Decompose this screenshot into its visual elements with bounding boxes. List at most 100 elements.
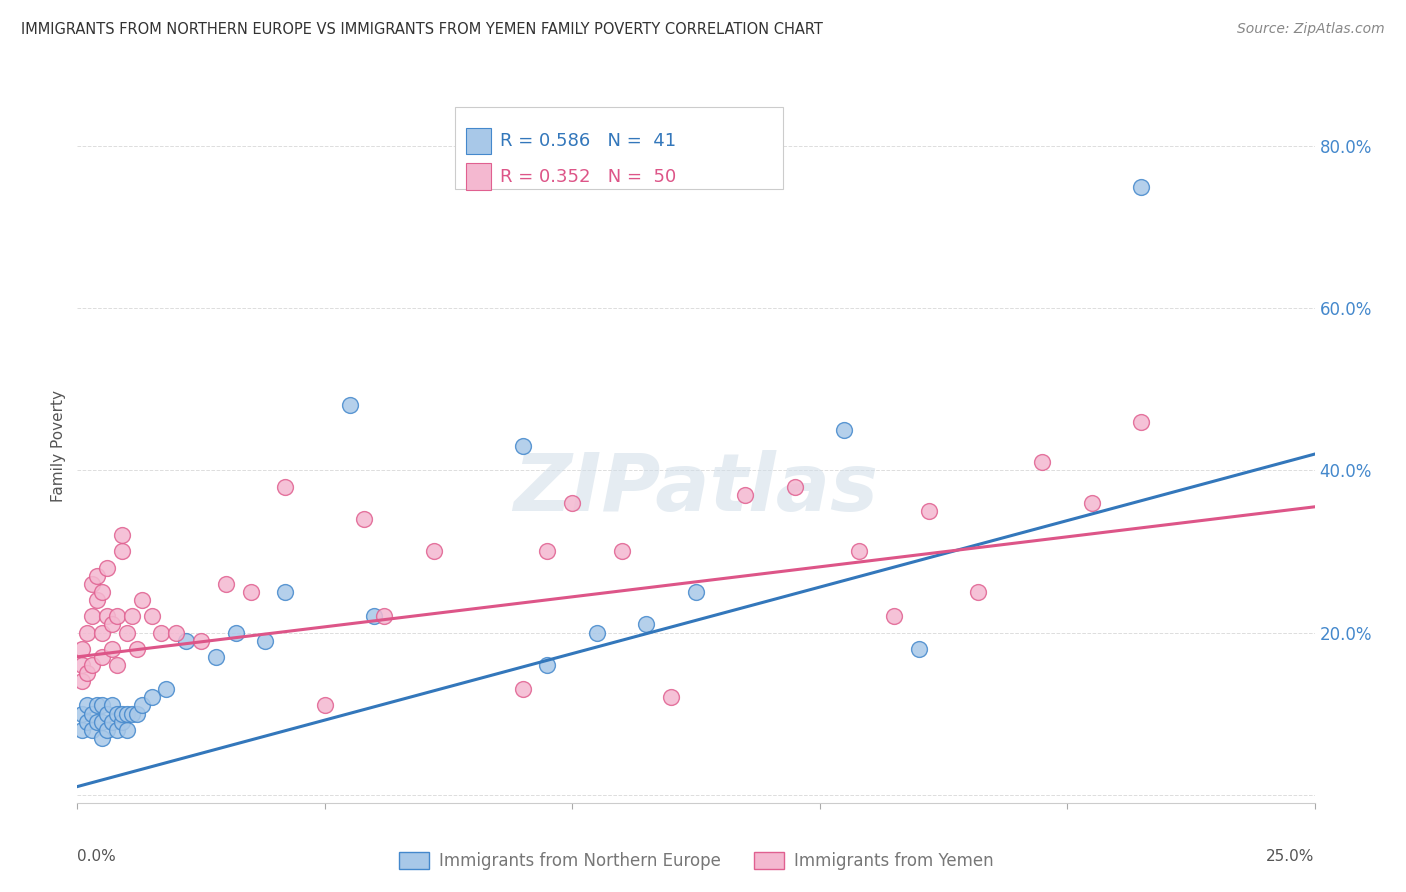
Point bbox=[101, 641, 124, 656]
Point bbox=[734, 488, 756, 502]
Point bbox=[76, 666, 98, 681]
Point bbox=[225, 625, 247, 640]
Point bbox=[82, 657, 104, 672]
Point bbox=[141, 690, 163, 705]
Point bbox=[353, 512, 375, 526]
Point bbox=[82, 609, 104, 624]
Text: R = 0.586   N =  41: R = 0.586 N = 41 bbox=[499, 132, 676, 150]
Point bbox=[610, 544, 633, 558]
Point bbox=[86, 698, 108, 713]
Point bbox=[121, 706, 143, 721]
Point bbox=[1130, 415, 1153, 429]
Text: ZIPatlas: ZIPatlas bbox=[513, 450, 879, 528]
Point bbox=[76, 625, 98, 640]
Point bbox=[82, 577, 104, 591]
Point bbox=[1031, 455, 1053, 469]
Point bbox=[91, 649, 114, 664]
Point bbox=[512, 682, 534, 697]
Point bbox=[96, 560, 118, 574]
Point bbox=[121, 609, 143, 624]
Point bbox=[883, 609, 905, 624]
Point bbox=[155, 682, 177, 697]
Point bbox=[125, 706, 148, 721]
Point bbox=[339, 399, 361, 413]
Point bbox=[125, 641, 148, 656]
Text: IMMIGRANTS FROM NORTHERN EUROPE VS IMMIGRANTS FROM YEMEN FAMILY POVERTY CORRELAT: IMMIGRANTS FROM NORTHERN EUROPE VS IMMIG… bbox=[21, 22, 823, 37]
Legend: Immigrants from Northern Europe, Immigrants from Yemen: Immigrants from Northern Europe, Immigra… bbox=[392, 845, 1000, 877]
Point bbox=[91, 698, 114, 713]
Point bbox=[96, 723, 118, 737]
Point bbox=[105, 609, 128, 624]
Point bbox=[274, 585, 297, 599]
Point bbox=[215, 577, 238, 591]
Point bbox=[82, 706, 104, 721]
Point bbox=[111, 544, 134, 558]
Point bbox=[363, 609, 385, 624]
Point bbox=[685, 585, 707, 599]
Point bbox=[72, 706, 94, 721]
Point bbox=[91, 714, 114, 729]
Point bbox=[86, 593, 108, 607]
Point bbox=[165, 625, 187, 640]
Point bbox=[834, 423, 856, 437]
Point bbox=[659, 690, 682, 705]
Point bbox=[373, 609, 395, 624]
Point bbox=[76, 714, 98, 729]
Point bbox=[141, 609, 163, 624]
Point bbox=[967, 585, 990, 599]
Point bbox=[512, 439, 534, 453]
Point bbox=[115, 706, 138, 721]
Point bbox=[105, 657, 128, 672]
Point bbox=[783, 479, 806, 493]
Point bbox=[1130, 179, 1153, 194]
Point bbox=[101, 714, 124, 729]
Point bbox=[561, 496, 583, 510]
Point bbox=[101, 698, 124, 713]
Point bbox=[422, 544, 444, 558]
Point bbox=[72, 641, 94, 656]
Point bbox=[636, 617, 658, 632]
Point bbox=[131, 593, 153, 607]
Point bbox=[190, 633, 212, 648]
Point bbox=[239, 585, 262, 599]
Point bbox=[111, 528, 134, 542]
Point bbox=[131, 698, 153, 713]
Point bbox=[536, 544, 558, 558]
Point bbox=[76, 698, 98, 713]
Point bbox=[111, 714, 134, 729]
Point bbox=[72, 723, 94, 737]
Text: R = 0.352   N =  50: R = 0.352 N = 50 bbox=[499, 168, 676, 186]
Point bbox=[86, 568, 108, 582]
Point bbox=[174, 633, 197, 648]
Point bbox=[111, 706, 134, 721]
Point bbox=[917, 504, 939, 518]
Point bbox=[536, 657, 558, 672]
Point bbox=[101, 617, 124, 632]
Point bbox=[205, 649, 228, 664]
Point bbox=[1081, 496, 1104, 510]
Point bbox=[72, 674, 94, 689]
Y-axis label: Family Poverty: Family Poverty bbox=[51, 390, 66, 502]
Point bbox=[91, 585, 114, 599]
Point bbox=[82, 723, 104, 737]
Point bbox=[96, 609, 118, 624]
Text: 25.0%: 25.0% bbox=[1267, 849, 1315, 864]
Point bbox=[254, 633, 277, 648]
Point bbox=[91, 731, 114, 745]
Point bbox=[150, 625, 173, 640]
Point bbox=[96, 706, 118, 721]
Point bbox=[115, 723, 138, 737]
Point bbox=[105, 723, 128, 737]
Point bbox=[115, 625, 138, 640]
Point bbox=[907, 641, 929, 656]
Point bbox=[848, 544, 870, 558]
Point bbox=[105, 706, 128, 721]
Text: Source: ZipAtlas.com: Source: ZipAtlas.com bbox=[1237, 22, 1385, 37]
Text: 0.0%: 0.0% bbox=[77, 849, 117, 864]
Point bbox=[586, 625, 609, 640]
Point bbox=[86, 714, 108, 729]
Point bbox=[314, 698, 336, 713]
Point bbox=[91, 625, 114, 640]
Point bbox=[274, 479, 297, 493]
Point bbox=[72, 657, 94, 672]
